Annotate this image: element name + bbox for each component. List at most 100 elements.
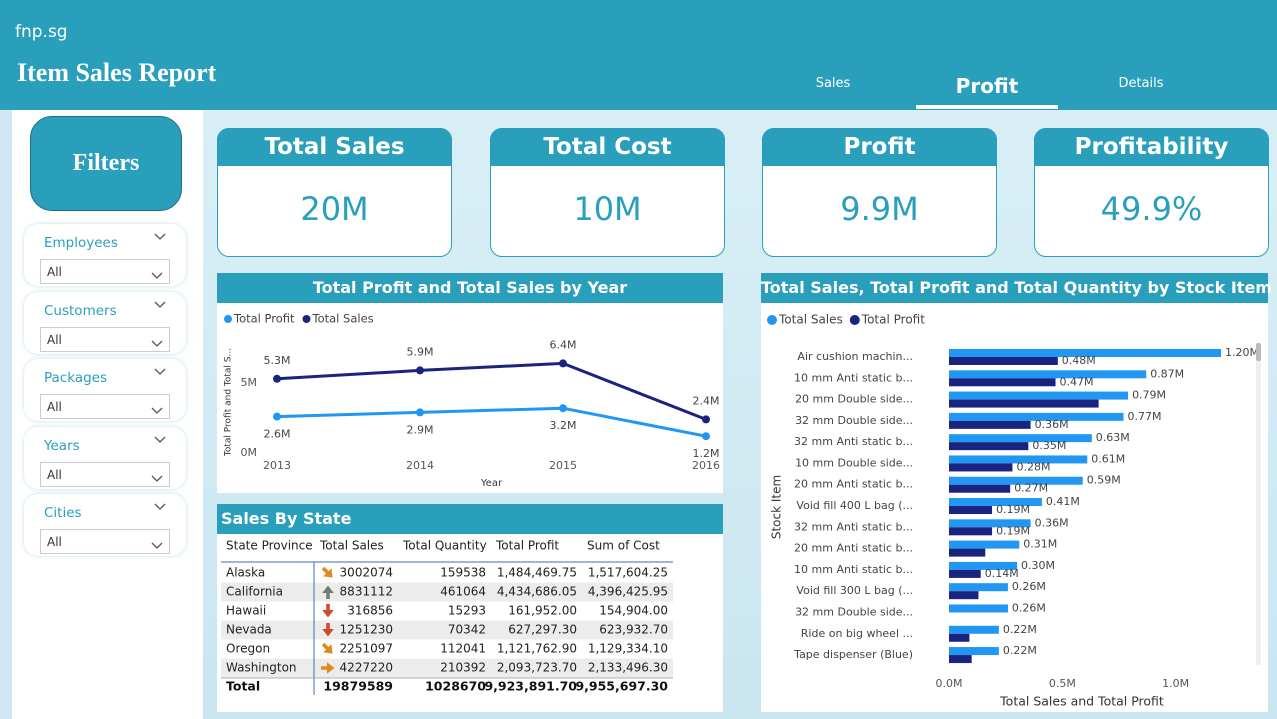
chevron-icon <box>154 503 166 510</box>
y-axis-label: Total Profit and Total S... <box>224 348 234 457</box>
data-label: 3.2M <box>550 419 577 432</box>
data-label: 0.41M <box>1046 495 1080 508</box>
slicer-dropdown[interactable] <box>40 461 170 487</box>
data-label: 0.59M <box>1087 474 1121 487</box>
bar <box>949 412 1124 421</box>
slicer-dropdown[interactable] <box>40 326 170 352</box>
table-title: Sales By State <box>217 504 723 534</box>
data-label: 2.6M <box>264 428 291 441</box>
y-axis-label: Stock Item <box>770 475 784 539</box>
table-cell: Hawaii <box>226 604 266 618</box>
table-cell: 1,129,334.10 <box>588 642 668 656</box>
x-tick-label: 0.0M <box>936 677 963 690</box>
y-tick-label: 10 mm Anti static b... <box>794 371 913 384</box>
data-point <box>416 366 424 375</box>
table-cell: 8831112 <box>340 585 393 599</box>
total-cell: 9,923,891.70 <box>484 679 577 694</box>
chevron-icon <box>154 436 166 443</box>
total-cell: 19879589 <box>323 679 393 694</box>
kpi-value: 20M <box>300 190 369 228</box>
kpi-value: 10M <box>573 190 642 228</box>
table-cell: 161,952.00 <box>508 604 577 618</box>
data-point <box>273 374 281 383</box>
slicer-chevron <box>153 434 167 448</box>
slicer-label: Cities <box>44 505 82 521</box>
total-cell: 9,955,697.30 <box>575 679 668 694</box>
data-label: 0.87M <box>1150 367 1184 380</box>
table-cell: Oregon <box>226 642 270 656</box>
bar <box>949 455 1088 464</box>
data-label: 5.9M <box>407 345 434 358</box>
slicer-dropdown[interactable] <box>40 259 170 284</box>
legend-marker <box>224 315 232 323</box>
column-header: Total Sales <box>319 539 384 553</box>
data-point <box>416 408 424 417</box>
y-tick-label: 10 mm Double side... <box>795 456 913 469</box>
slicer-label: Employees <box>44 235 118 251</box>
data-label: 2.9M <box>407 423 434 436</box>
bar-title: Total Sales, Total Profit and Total Quan… <box>761 273 1272 303</box>
tab[interactable]: Profit <box>955 74 1019 98</box>
table-cell: Nevada <box>226 623 272 637</box>
column-header: Sum of Cost <box>587 539 660 553</box>
y-tick-label: 32 mm Anti static b... <box>794 435 913 448</box>
bar <box>949 604 1008 613</box>
data-label: 0.36M <box>1035 418 1069 431</box>
table-cell: 316856 <box>347 604 393 618</box>
table-cell: 154,904.00 <box>599 604 668 618</box>
tab[interactable]: Sales <box>815 76 851 91</box>
legend-label: Total Profit <box>233 312 295 326</box>
table-cell: 1251230 <box>340 623 393 637</box>
slicer-value: All <box>47 535 62 549</box>
chevron-icon <box>151 272 163 279</box>
table-cell: 2,093,723.70 <box>497 661 577 675</box>
x-tick-label: 2014 <box>406 459 434 472</box>
data-label: 1.2M <box>693 447 720 460</box>
data-point <box>273 412 281 421</box>
bar <box>949 647 999 656</box>
data-label: 5.3M <box>264 354 291 367</box>
y-tick-label: Ride on big wheel ... <box>801 627 913 640</box>
slicer-dropdown[interactable] <box>40 394 170 419</box>
chevron-icon <box>154 233 166 240</box>
data-label: 6.4M <box>550 338 577 351</box>
x-axis-label: Year <box>480 478 503 489</box>
bar <box>949 569 981 578</box>
data-label: 0.47M <box>1060 375 1094 388</box>
data-label: 0.26M <box>1012 580 1046 593</box>
kpi-header: Total Cost <box>490 128 725 166</box>
y-tick-label: Void fill 400 L bag (... <box>796 499 913 512</box>
trend-icon <box>322 623 334 637</box>
slicer-label: Customers <box>44 302 117 319</box>
data-label: 0.19M <box>996 524 1030 537</box>
slicer-value: All <box>47 332 62 347</box>
table-cell: 2251097 <box>340 642 393 656</box>
table-cell: 4,396,425.95 <box>588 585 668 599</box>
slicer-chevron <box>153 231 167 245</box>
table-cell: Alaska <box>226 566 265 580</box>
table-cell: 15293 <box>448 604 486 618</box>
y-tick-label: Void fill 300 L bag (... <box>796 584 913 597</box>
data-point <box>559 404 567 413</box>
filters-button[interactable]: Filters <box>30 116 182 211</box>
y-tick-label: 5M <box>241 376 258 389</box>
bar <box>949 378 1056 387</box>
slicer-chevron <box>153 366 167 380</box>
slicer-chevron <box>153 299 167 313</box>
legend-marker <box>849 315 860 325</box>
table-cell: 112041 <box>440 642 486 656</box>
legend-marker <box>302 315 311 323</box>
bar <box>949 561 1017 570</box>
table-cell: Washington <box>226 661 297 675</box>
chevron-icon <box>151 340 163 347</box>
y-tick-label: 32 mm Double side... <box>795 414 913 427</box>
tab[interactable]: Details <box>1118 76 1164 91</box>
bar <box>949 463 1013 472</box>
legend-label: Total Sales <box>778 313 843 327</box>
slicer-dropdown[interactable] <box>40 529 170 554</box>
data-label: 0.35M <box>1032 439 1066 452</box>
trend-icon <box>321 662 335 674</box>
kpi-value: 9.9M <box>840 190 919 228</box>
bar-panel <box>761 273 1268 712</box>
chevron-icon <box>154 368 166 375</box>
